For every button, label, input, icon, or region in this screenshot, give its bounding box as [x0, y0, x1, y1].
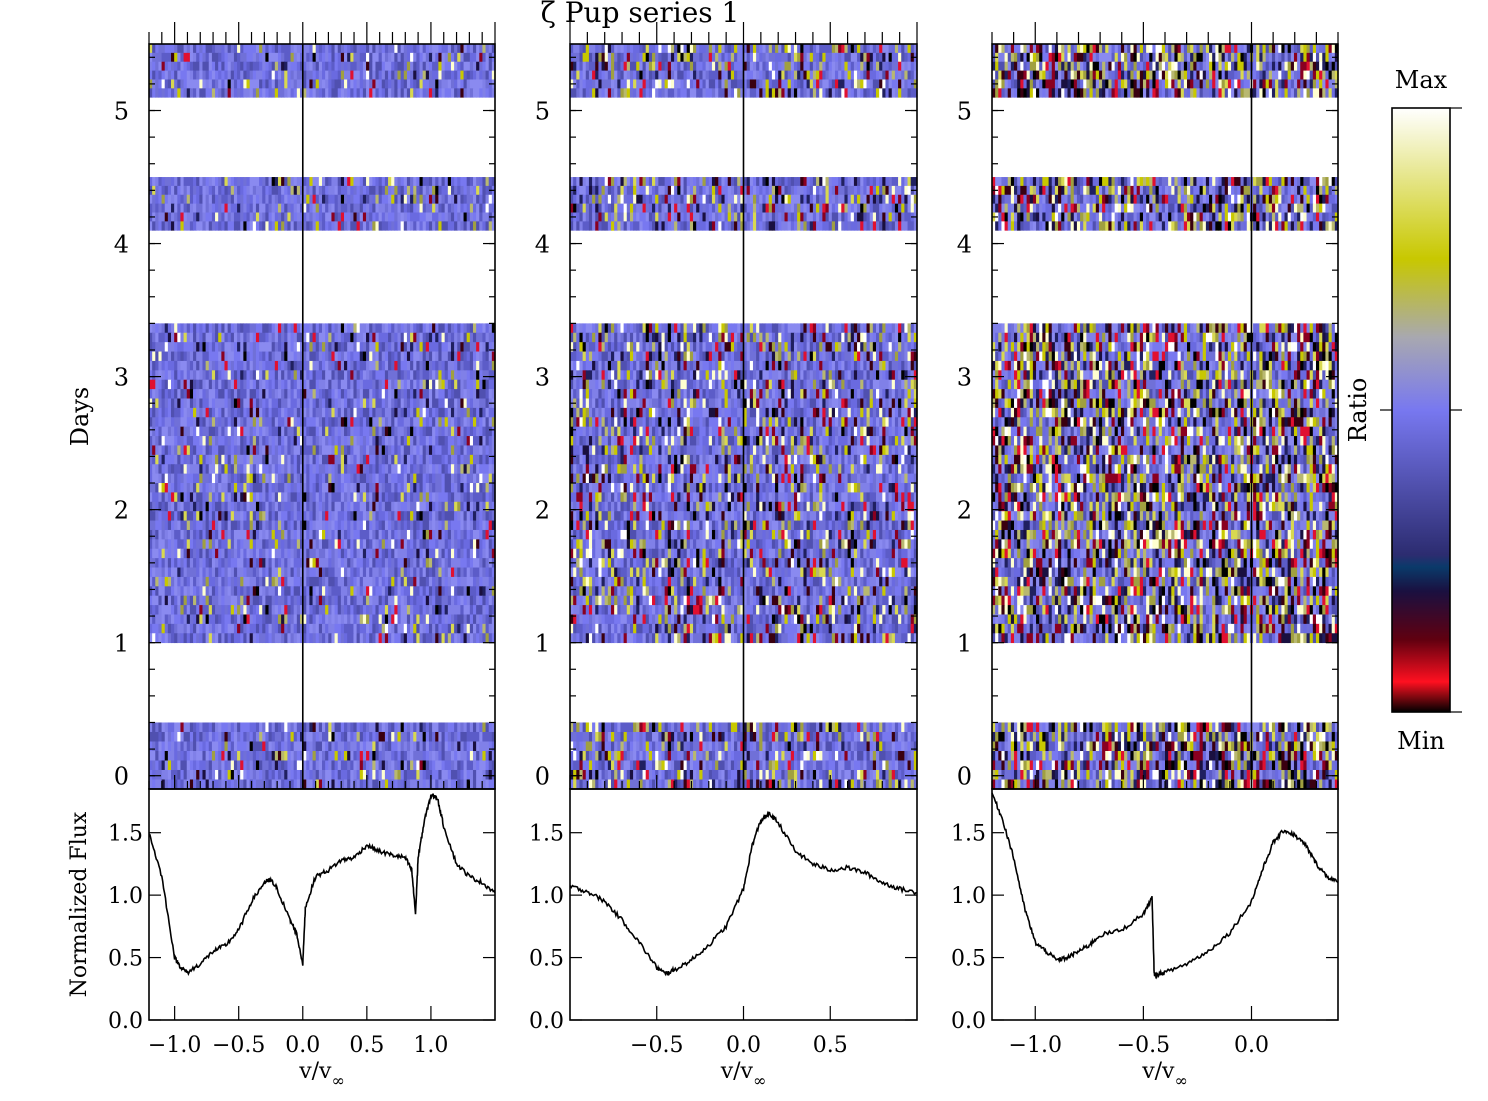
data-band [149, 323, 496, 643]
data-band [149, 722, 496, 789]
data-band [149, 177, 496, 231]
